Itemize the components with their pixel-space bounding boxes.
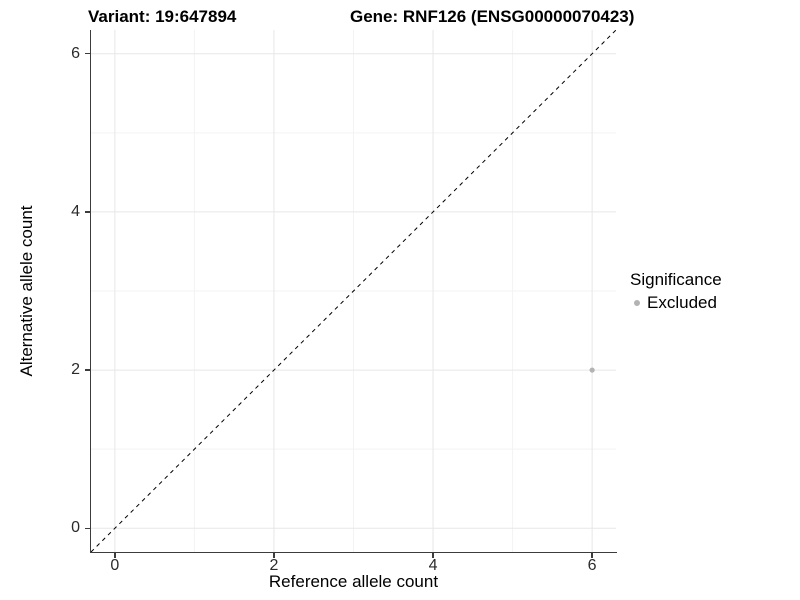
- y-tick-label: 4: [71, 202, 80, 220]
- plot-panel: [91, 30, 616, 552]
- y-axis-line: [89, 30, 91, 553]
- legend-point-icon: [634, 300, 640, 306]
- x-tick-mark: [114, 553, 116, 558]
- identity-reference-line: [91, 30, 616, 552]
- legend-entry-label: Excluded: [647, 293, 717, 312]
- legend-entry-excluded: Excluded: [630, 293, 722, 313]
- x-tick-label: 6: [587, 557, 597, 574]
- plot-title-variant: Variant: 19:647894: [88, 7, 237, 26]
- y-tick-label: 6: [71, 44, 80, 62]
- legend-title: Significance: [630, 270, 722, 289]
- x-tick-mark: [432, 553, 434, 558]
- x-axis-line: [89, 551, 617, 553]
- y-tick-mark: [84, 52, 90, 55]
- y-tick-mark: [84, 211, 90, 213]
- y-tick-label: 2: [71, 361, 80, 379]
- plot-area-svg: [91, 30, 616, 552]
- x-tick-label: 4: [428, 557, 438, 574]
- plot-title-gene: Gene: RNF126 (ENSG00000070423): [350, 7, 635, 26]
- x-tick-mark: [591, 553, 593, 558]
- y-tick-mark: [84, 369, 90, 371]
- x-axis-title: Reference allele count: [268, 572, 439, 591]
- x-tick-label: 2: [269, 557, 279, 574]
- y-axis-title: Alternative allele count: [17, 205, 36, 377]
- x-tick-label: 0: [110, 557, 120, 574]
- y-tick-mark: [84, 527, 90, 530]
- data-point: [589, 367, 595, 373]
- y-tick-label: 0: [71, 519, 80, 537]
- legend: Significance Excluded: [630, 270, 722, 313]
- x-tick-mark: [273, 553, 275, 558]
